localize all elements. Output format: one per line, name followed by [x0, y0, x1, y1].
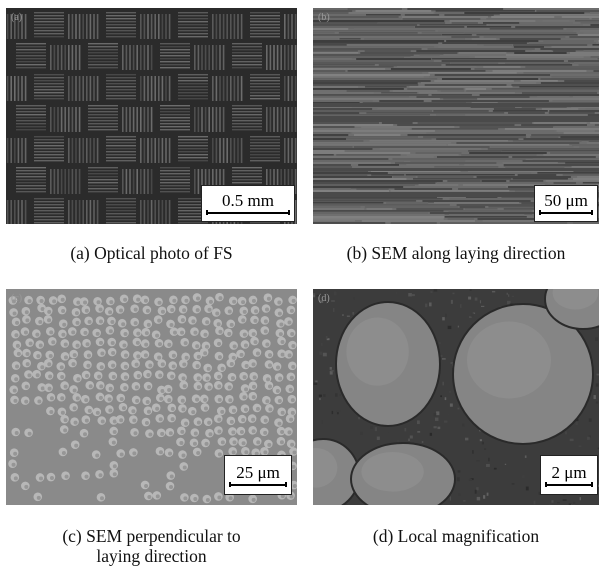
panel-b-tag: (b) [318, 12, 330, 23]
caption-c-line2: laying direction [96, 546, 207, 566]
panel-d-tag: (d) [318, 293, 330, 304]
caption-d: (d) Local magnification [372, 526, 540, 546]
sem-along-image [313, 8, 599, 224]
scale-bar-c-line [229, 481, 287, 487]
scale-bar-d: 2 μm [540, 455, 598, 495]
panel-a-optical-photo: (a) 0.5 mm [6, 8, 297, 224]
scale-bar-d-label: 2 μm [551, 462, 587, 482]
caption-a: (a) Optical photo of FS [70, 243, 233, 263]
scale-bar-a: 0.5 mm [201, 185, 295, 222]
panel-c-tag: (c) [11, 293, 23, 304]
panel-a-tag: (a) [11, 12, 23, 23]
scale-bar-d-line [545, 481, 593, 487]
scale-bar-a-line [206, 210, 290, 215]
scale-bar-a-label: 0.5 mm [222, 191, 274, 210]
panel-c-sem-perpendicular: (c) 25 μm [6, 289, 297, 505]
caption-b: (b) SEM along laying direction [346, 243, 566, 263]
panel-b-sem-along: (b) 50 μm [313, 8, 599, 224]
panel-d-local-magnification: (d) 2 μm [313, 289, 599, 505]
optical-photo-image [6, 8, 297, 224]
scale-bar-b: 50 μm [534, 185, 598, 222]
scale-bar-b-line [539, 210, 593, 215]
scale-bar-b-label: 50 μm [544, 191, 588, 210]
scale-bar-c: 25 μm [224, 455, 292, 495]
scale-bar-c-label: 25 μm [236, 462, 280, 482]
caption-c-line1: (c) SEM perpendicular to [62, 526, 241, 546]
sem-perpendicular-image [6, 289, 297, 505]
